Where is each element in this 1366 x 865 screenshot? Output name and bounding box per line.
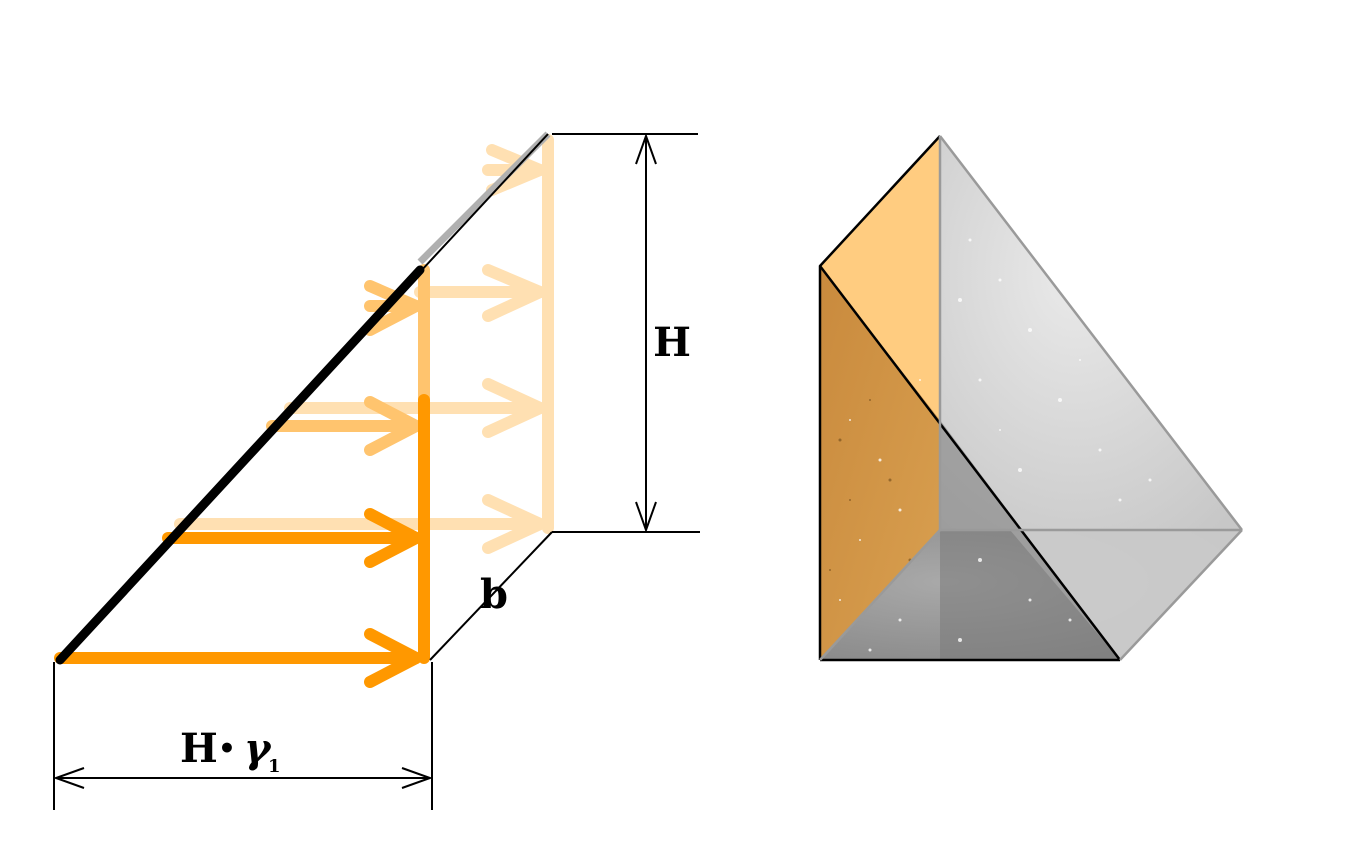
- base-label-gamma: γ: [244, 725, 272, 772]
- base-label: H • γ 1: [180, 725, 281, 777]
- base-label-dot: •: [218, 732, 236, 765]
- height-label: H: [653, 319, 691, 366]
- prism-floor-right: [1010, 530, 1242, 660]
- pressure-diagram: H b H • γ 1: [53, 131, 700, 810]
- base-dimension: [53, 662, 433, 810]
- height-dimension: [552, 133, 700, 533]
- depth-label: b: [480, 571, 508, 618]
- prism-edges: [818, 135, 1121, 662]
- base-label-subscript: 1: [268, 756, 281, 777]
- front-plane-arrows: [54, 394, 430, 688]
- middle-plane-arrows: [266, 264, 430, 456]
- front-slope-edge: [55, 265, 425, 665]
- prism-3d: [818, 135, 1243, 662]
- upper-slope-edge: [419, 133, 549, 273]
- concrete-speckles: [839, 238, 1152, 652]
- prism-light-edges: [819, 135, 1243, 661]
- back-plane-arrows: [174, 134, 554, 554]
- depth-edge: [429, 531, 553, 661]
- base-label-prefix: H: [180, 725, 218, 772]
- back-slope-edge: [417, 131, 551, 265]
- prism-top-face: [820, 136, 940, 420]
